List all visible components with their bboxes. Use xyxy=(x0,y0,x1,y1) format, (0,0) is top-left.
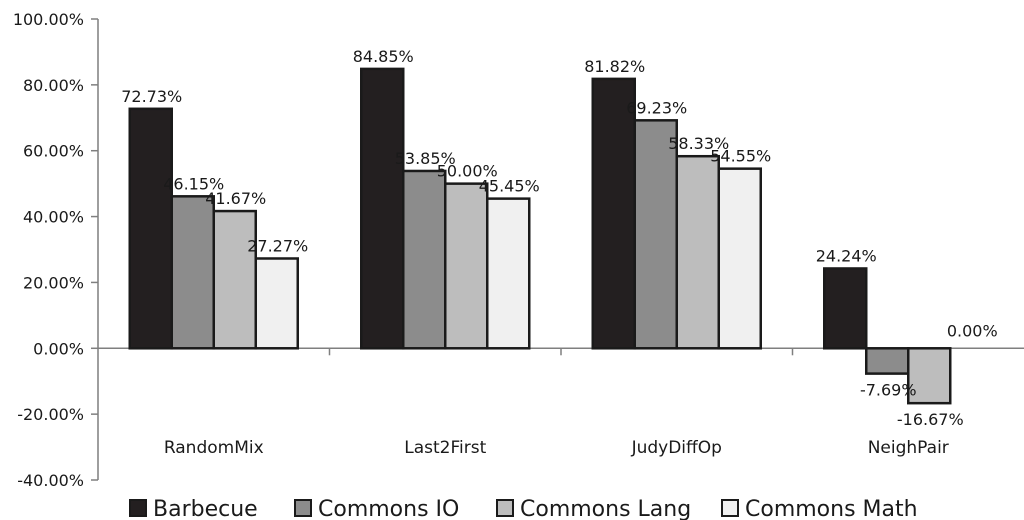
y-tick-label: 80.00% xyxy=(23,76,84,95)
legend-label: Commons IO xyxy=(318,497,459,520)
data-label: 58.33% xyxy=(668,134,729,153)
y-tick-label: 100.00% xyxy=(13,10,84,29)
bar-barbecue xyxy=(591,77,636,350)
y-tick-label: -40.00% xyxy=(17,471,84,490)
bar-commons-lang xyxy=(444,182,489,350)
data-label: 54.55% xyxy=(710,147,771,166)
legend: Barbecue Commons IO Commons Lang Commons Ma… xyxy=(129,497,918,520)
y-tick-label: 0.00% xyxy=(33,339,84,358)
data-label: 72.73% xyxy=(121,87,182,106)
data-label: 46.15% xyxy=(163,174,224,193)
y-tick-label: 20.00% xyxy=(23,273,84,292)
legend-swatch xyxy=(129,499,147,517)
bar-commons-math xyxy=(717,167,762,350)
data-label: -7.69% xyxy=(860,381,917,400)
data-label: 53.85% xyxy=(395,149,456,168)
bar-barbecue xyxy=(360,67,405,350)
bar-commons-lang xyxy=(675,154,720,350)
data-label: 84.85% xyxy=(353,47,414,66)
category-labels: RandomMix Last2First JudyDiffOp NeighPair xyxy=(164,438,949,458)
data-label: 24.24% xyxy=(816,246,877,265)
bar-commons-io xyxy=(633,119,678,350)
data-label: 27.27% xyxy=(247,236,308,255)
y-tick-label: -20.00% xyxy=(17,405,84,424)
legend-label: Barbecue xyxy=(153,497,258,520)
bar-commons-io xyxy=(865,347,910,375)
x-category-label: JudyDiffOp xyxy=(631,438,722,458)
data-label: 50.00% xyxy=(437,162,498,181)
legend-label: Commons Math xyxy=(745,497,918,520)
legend-swatch xyxy=(294,499,312,517)
bar-commons-lang xyxy=(212,209,257,350)
bar-commons-io xyxy=(170,195,215,350)
data-label: 81.82% xyxy=(584,57,645,76)
bar-commons-math xyxy=(254,257,299,350)
legend-swatch xyxy=(721,499,739,517)
bar-commons-lang xyxy=(907,347,952,405)
legend-swatch xyxy=(496,499,514,517)
y-axis: -40.00% -20.00% 0.00% 20.00% 40.00% 60.00% 80.… xyxy=(13,10,99,490)
data-labels: 72.73% 46.15%41.67% 27.27% 84.85% 53.85%50.0… xyxy=(121,47,997,429)
bar-barbecue xyxy=(823,267,868,350)
data-label: 45.45% xyxy=(479,177,540,196)
data-label: 41.67% xyxy=(205,189,266,208)
y-tick-label: 40.00% xyxy=(23,208,84,227)
bar-commons-math xyxy=(486,197,531,350)
legend-label: Commons Lang xyxy=(520,497,691,520)
x-category-label: Last2First xyxy=(404,438,486,458)
data-label: 0.00% xyxy=(947,321,998,340)
bar-commons-io xyxy=(402,169,447,350)
data-label: 69.23% xyxy=(626,98,687,117)
y-tick-label: 60.00% xyxy=(23,142,84,161)
x-category-label: NeighPair xyxy=(868,438,949,458)
bar-barbecue xyxy=(128,107,173,350)
data-label: -16.67% xyxy=(897,410,964,429)
bars xyxy=(128,67,952,405)
x-category-label: RandomMix xyxy=(164,438,264,458)
